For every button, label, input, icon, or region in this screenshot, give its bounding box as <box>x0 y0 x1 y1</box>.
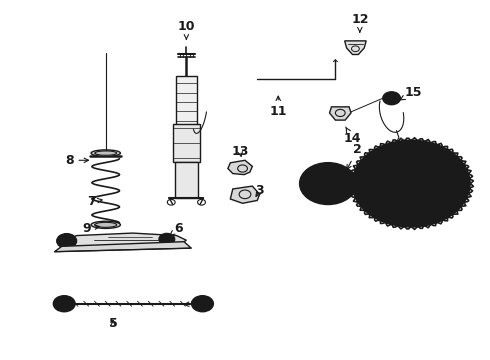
Circle shape <box>53 296 75 312</box>
Polygon shape <box>174 162 198 198</box>
Text: 8: 8 <box>65 154 89 167</box>
Circle shape <box>402 177 420 190</box>
Circle shape <box>159 233 174 245</box>
Circle shape <box>192 296 213 312</box>
Text: 9: 9 <box>82 222 99 235</box>
Text: 5: 5 <box>109 317 118 330</box>
Text: 7: 7 <box>87 195 102 208</box>
Polygon shape <box>175 76 197 126</box>
Polygon shape <box>228 160 252 175</box>
Ellipse shape <box>91 150 121 156</box>
Text: 1: 1 <box>423 143 442 173</box>
Ellipse shape <box>95 222 117 227</box>
Text: 2: 2 <box>347 143 362 169</box>
Polygon shape <box>59 233 186 249</box>
Circle shape <box>57 234 76 248</box>
Circle shape <box>352 140 470 226</box>
Circle shape <box>383 92 400 105</box>
Text: 4: 4 <box>185 297 200 310</box>
Polygon shape <box>230 186 260 203</box>
Text: 10: 10 <box>177 20 195 39</box>
Circle shape <box>197 300 207 307</box>
Ellipse shape <box>95 151 117 155</box>
Polygon shape <box>172 125 200 162</box>
Polygon shape <box>54 242 191 252</box>
Text: 14: 14 <box>344 127 361 145</box>
Text: 3: 3 <box>255 184 264 197</box>
Circle shape <box>163 236 171 242</box>
Circle shape <box>392 170 430 197</box>
Circle shape <box>300 163 356 204</box>
Polygon shape <box>330 107 351 120</box>
Text: 11: 11 <box>270 96 287 118</box>
Text: 12: 12 <box>351 13 368 32</box>
Circle shape <box>59 300 69 307</box>
Circle shape <box>62 237 72 244</box>
Text: 6: 6 <box>170 222 183 235</box>
Circle shape <box>318 176 339 192</box>
Polygon shape <box>344 41 366 54</box>
Text: 15: 15 <box>400 86 422 100</box>
Ellipse shape <box>91 221 121 228</box>
Text: 13: 13 <box>231 145 249 158</box>
